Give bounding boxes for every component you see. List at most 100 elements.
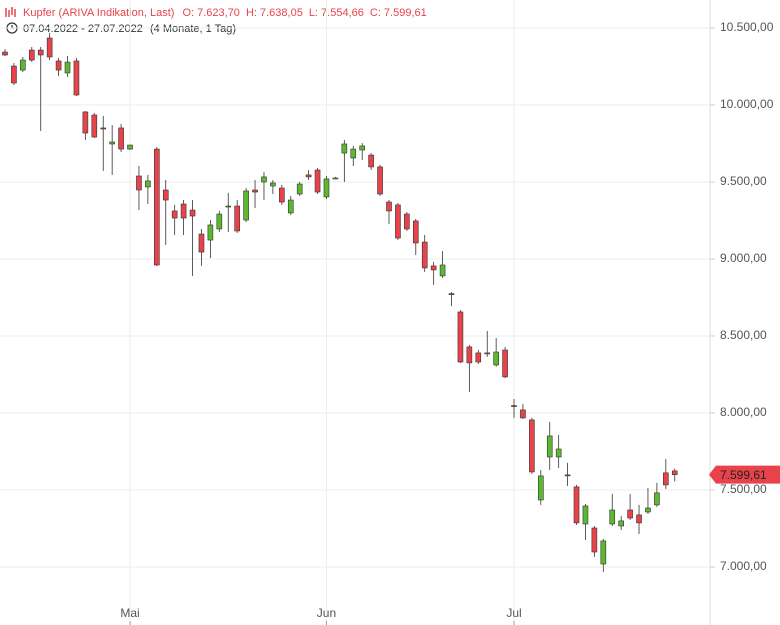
candle-body <box>466 346 473 364</box>
y-tick-label: 9.500,00 <box>720 174 767 188</box>
candle-body <box>37 49 44 56</box>
candle <box>11 62 17 85</box>
candle-body <box>145 180 151 188</box>
candle-body <box>287 199 294 214</box>
candle <box>502 346 508 379</box>
ohlc-label: C: 7.599,61 <box>370 7 427 19</box>
ohlc-label: L: 7.554,66 <box>309 7 364 19</box>
price-tag <box>709 465 780 484</box>
y-tick-label: 9.000,00 <box>720 251 767 265</box>
candle <box>225 192 232 233</box>
candle-body <box>55 60 62 71</box>
candle <box>118 123 124 152</box>
candle-body <box>636 514 642 524</box>
candle <box>645 487 651 514</box>
candle <box>171 204 178 235</box>
chart-title: Kupfer (ARIVA Indikation, Last) <box>23 7 174 19</box>
candle-body <box>448 293 455 295</box>
ohlc-label: O: 7.623,70 <box>182 7 240 19</box>
candle <box>243 188 249 223</box>
candle <box>127 144 133 150</box>
candle-body <box>368 154 374 168</box>
candle-body <box>28 49 35 61</box>
candle <box>100 115 107 171</box>
candle-body <box>412 220 419 244</box>
candle-body <box>618 520 624 527</box>
candle <box>368 153 374 170</box>
candle-body <box>600 540 607 565</box>
candle <box>555 434 562 468</box>
candle-body <box>82 111 89 134</box>
candle-body <box>46 37 53 58</box>
candle <box>305 169 312 181</box>
candle <box>618 515 624 530</box>
candle <box>600 538 607 573</box>
candle-body <box>502 349 508 378</box>
candle <box>546 421 553 470</box>
candle <box>46 32 53 61</box>
candle-body <box>118 127 124 150</box>
candle <box>270 180 276 195</box>
candle-body <box>439 264 446 277</box>
candle <box>162 180 169 245</box>
candle-body <box>323 178 330 198</box>
candle <box>493 337 499 367</box>
candle-body <box>279 187 285 203</box>
candle-body <box>171 210 178 219</box>
candle-body <box>332 177 339 180</box>
candle-body <box>162 189 169 201</box>
candle <box>82 111 89 140</box>
candle-body <box>154 148 160 266</box>
candle <box>20 56 26 73</box>
candle <box>466 344 473 393</box>
candle <box>484 330 491 357</box>
candle-body <box>564 474 571 477</box>
candle <box>430 261 437 286</box>
candle-body <box>350 148 357 159</box>
x-tick-label: Jun <box>317 606 336 620</box>
candle <box>511 398 517 418</box>
candle-body <box>645 507 651 513</box>
candle <box>287 196 294 215</box>
candle-body <box>136 175 142 191</box>
y-tick-label: 7.000,00 <box>720 559 767 573</box>
candle-body <box>582 505 589 525</box>
candle <box>663 459 669 489</box>
x-tick-label: Mai <box>120 606 139 620</box>
candle-body <box>20 59 26 71</box>
period: (4 Monate, 1 Tag) <box>150 23 236 35</box>
candle <box>216 210 223 233</box>
candle <box>296 182 303 197</box>
candle <box>573 484 580 525</box>
candle <box>2 48 8 57</box>
candle <box>377 164 383 197</box>
candle-body <box>484 352 491 355</box>
candle <box>37 46 44 132</box>
candle-body <box>261 176 267 183</box>
candle-body <box>537 475 544 501</box>
candle-body <box>189 209 196 217</box>
candle <box>359 143 366 160</box>
candle-body <box>100 127 107 130</box>
candle <box>627 493 633 520</box>
candle-body <box>555 448 562 458</box>
y-tick-label: 8.000,00 <box>720 405 767 419</box>
candle <box>91 113 98 138</box>
candle-body <box>591 527 598 553</box>
candle-body <box>91 114 98 138</box>
candle-body <box>663 472 669 486</box>
candle <box>180 200 187 235</box>
candle <box>332 176 339 180</box>
candle-body <box>198 233 205 253</box>
candle <box>64 56 71 77</box>
candle <box>395 202 401 241</box>
candle <box>421 234 428 272</box>
candle-body <box>627 509 633 519</box>
candle-body <box>207 224 214 241</box>
candle-body <box>73 60 80 96</box>
candle <box>350 145 357 166</box>
y-tick-label: 10.000,00 <box>720 97 774 111</box>
candle <box>448 291 455 306</box>
date-range: 07.04.2022 - 27.07.2022 <box>23 23 143 35</box>
